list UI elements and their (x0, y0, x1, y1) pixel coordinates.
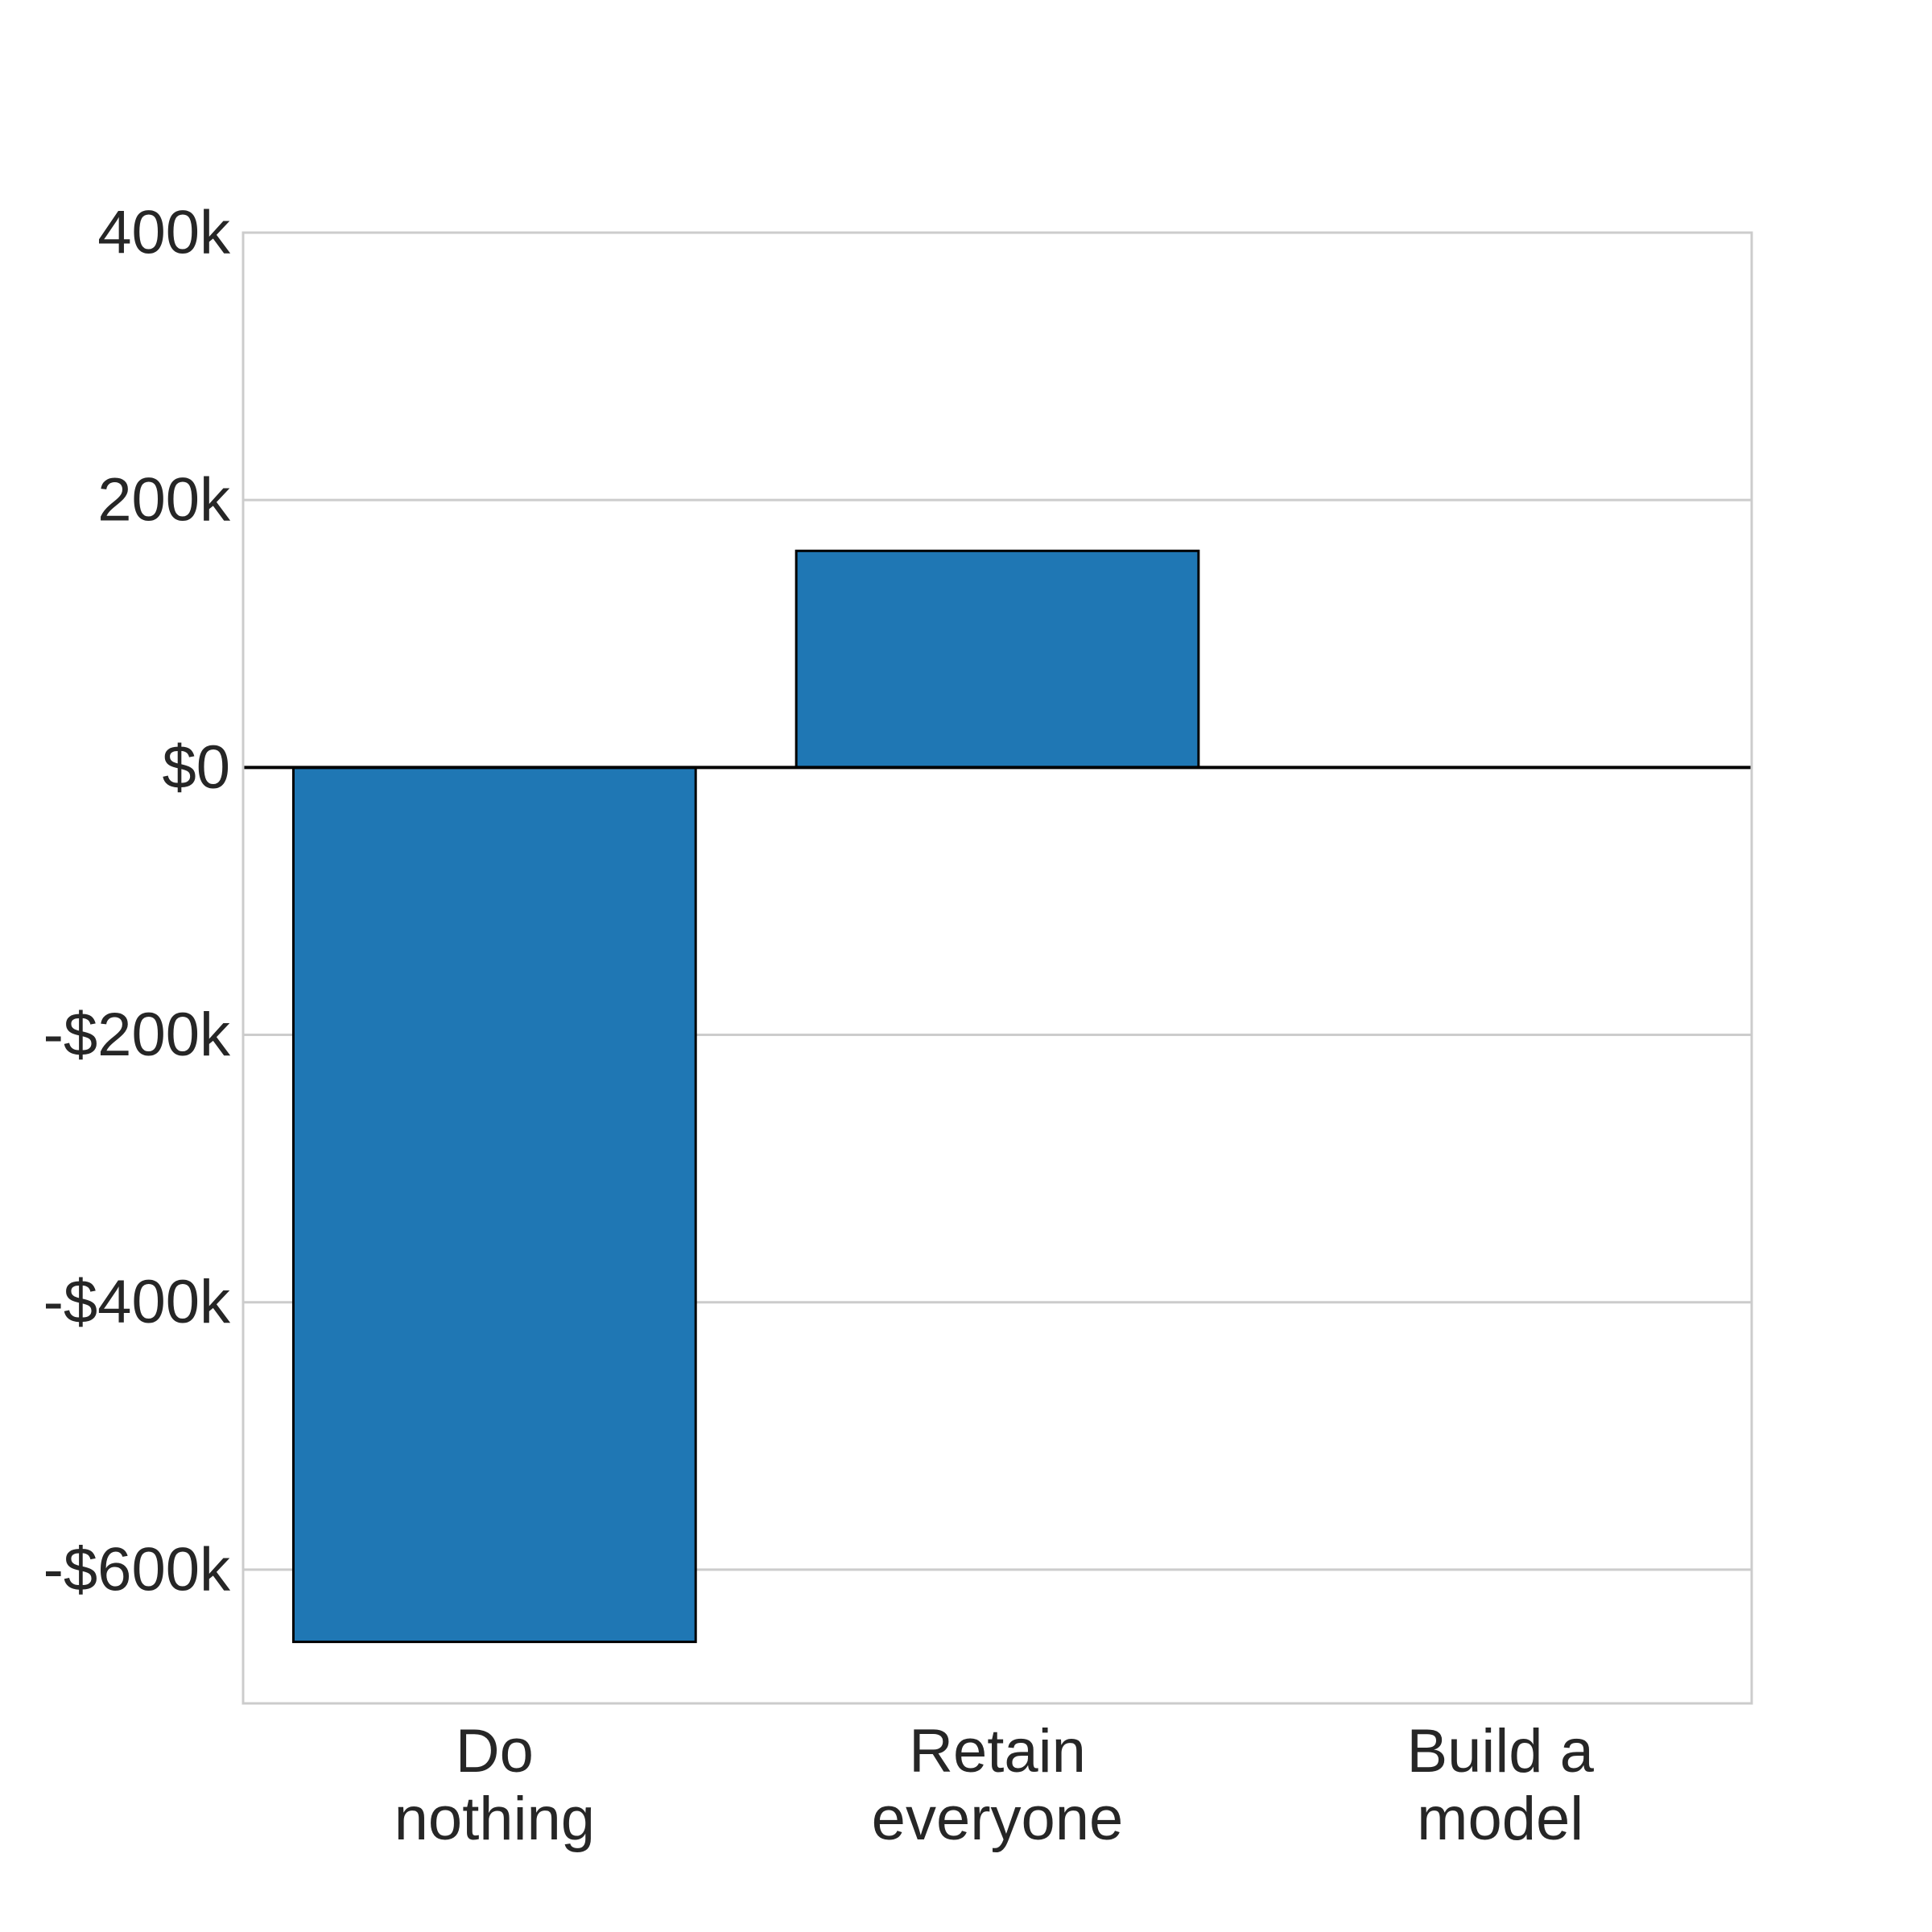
x-tick-label-line: Build a (1406, 1717, 1594, 1785)
bar-1 (795, 549, 1200, 769)
y-tick-label: 400k (97, 199, 231, 267)
x-tick-label-line: model (1417, 1785, 1583, 1853)
y-tick-label: -$200k (43, 1001, 231, 1069)
x-tick-label-line: everyone (872, 1785, 1124, 1853)
x-tick-label-line: Retain (909, 1717, 1086, 1785)
x-tick-label-line: nothing (394, 1785, 595, 1853)
x-tick-label: Build a model (1406, 1717, 1594, 1853)
bars (291, 549, 1200, 1644)
y-tick-label: -$600k (43, 1535, 231, 1604)
bar-0 (291, 766, 697, 1644)
x-tick-label: Retain everyone (872, 1717, 1124, 1853)
x-axis-ticks: Do nothing Retain everyone Build a model (394, 1717, 1595, 1853)
y-tick-label: 200k (97, 466, 231, 535)
plot-frame (242, 231, 1753, 1705)
x-tick-label: Do nothing (394, 1717, 595, 1853)
x-tick-label-line: Do (456, 1717, 534, 1785)
y-tick-label: -$400k (43, 1268, 231, 1336)
y-axis-ticks: 400k 200k $0 -$200k -$400k -$600k (43, 199, 231, 1604)
y-tick-label: $0 (162, 733, 230, 802)
